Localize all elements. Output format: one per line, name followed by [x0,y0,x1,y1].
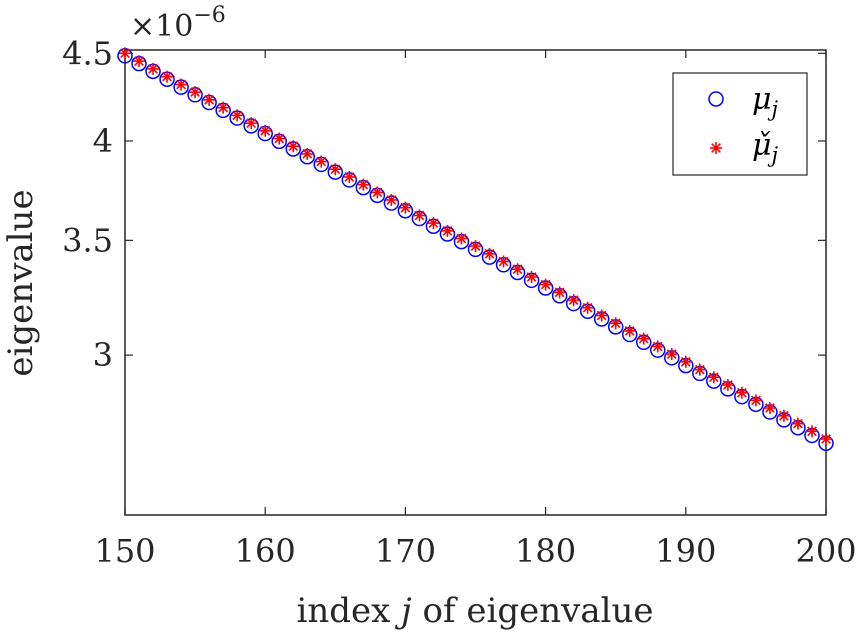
data-point-mu-check [203,93,216,106]
data-point-mu-check [371,186,384,199]
legend-circle-marker [708,91,724,107]
legend: μj μ̌j [672,72,808,176]
x-tick-label: 200 [795,532,856,570]
data-point-mu-check [511,263,524,276]
data-point-mu-check [147,62,160,75]
data-point-mu-check [609,317,622,330]
data-point-mu-check [399,201,412,214]
ticks-layer: 150 160 170 180 190 200 3 3.5 4 4.5 [62,34,856,570]
data-point-mu-check [357,178,370,191]
data-point-mu-check [259,124,272,137]
y-tick-label: 4 [93,122,113,160]
legend-box [672,72,808,176]
data-point-mu-check [175,78,188,91]
data-point-mu-check [119,47,131,60]
data-point-mu-check [777,409,790,422]
data-point-mu-check [791,417,804,430]
legend-label-mu: μj [752,82,779,121]
data-point-mu-check [469,240,482,253]
x-tick-label: 180 [515,532,576,570]
data-point-mu-check [441,224,454,237]
data-point-mu-check [329,163,342,176]
data-point-mu-check [231,109,244,122]
y-tick-label: 4.5 [62,34,113,72]
legend-marker-mu-check [710,142,722,154]
data-point-mu-check [581,301,594,314]
data-point-mu-check [567,294,580,307]
legend-asterisk-marker [710,142,722,154]
data-point-mu-check [820,433,832,446]
data-point-mu-check [539,278,552,291]
x-tick-label: 160 [235,532,296,570]
legend-label-mu-check: μ̌j [752,128,779,167]
data-point-mu-check [287,140,300,153]
data-point-mu-check [497,255,510,268]
y-axis-title: eigenvalue [1,189,41,376]
data-point-mu-check [679,355,692,368]
x-tick-label: 170 [375,532,436,570]
data-point-mu-check [637,332,650,345]
y-tick-label: 3 [93,336,113,374]
data-point-mu-check [763,402,776,415]
x-tick-label: 190 [655,532,716,570]
data-point-mu-check [721,378,734,391]
y-tick-label: 3.5 [62,221,113,259]
data-point-mu-check [427,217,440,230]
data-point-mu-check [483,247,496,260]
data-point-mu-check [217,101,230,114]
data-point-mu-check [189,86,202,99]
data-point-mu-check [693,363,706,376]
x-axis-title: index j of eigenvalue [296,591,653,631]
data-point-mu-check [343,170,356,183]
data-point-mu-check [301,147,314,160]
data-point-mu-check [525,270,538,283]
data-point-mu-check [273,132,286,145]
data-marks [117,47,834,451]
data-point-mu-check [749,394,762,407]
data-point-mu-check [735,386,748,399]
data-point-mu-check [455,232,468,245]
legend-marker-mu [708,91,724,107]
data-point-mu-check [665,348,678,361]
data-point-mu-check [161,70,174,83]
data-point-mu-check [133,55,146,68]
data-point-mu-check [651,340,664,353]
data-point-mu-check [707,371,720,384]
y-multiplier-label: ×10−6 [130,3,226,44]
x-tick-label: 150 [94,532,155,570]
data-point-mu-check [413,209,426,222]
data-point-mu-check [315,155,328,168]
data-point-mu-check [805,425,818,438]
data-point-mu-check [553,286,566,299]
data-point-mu-check [245,117,258,130]
data-point-mu-check [595,309,608,322]
data-point-mu-check [623,324,636,337]
series-mu-check [119,47,832,446]
data-point-mu-check [385,194,398,207]
